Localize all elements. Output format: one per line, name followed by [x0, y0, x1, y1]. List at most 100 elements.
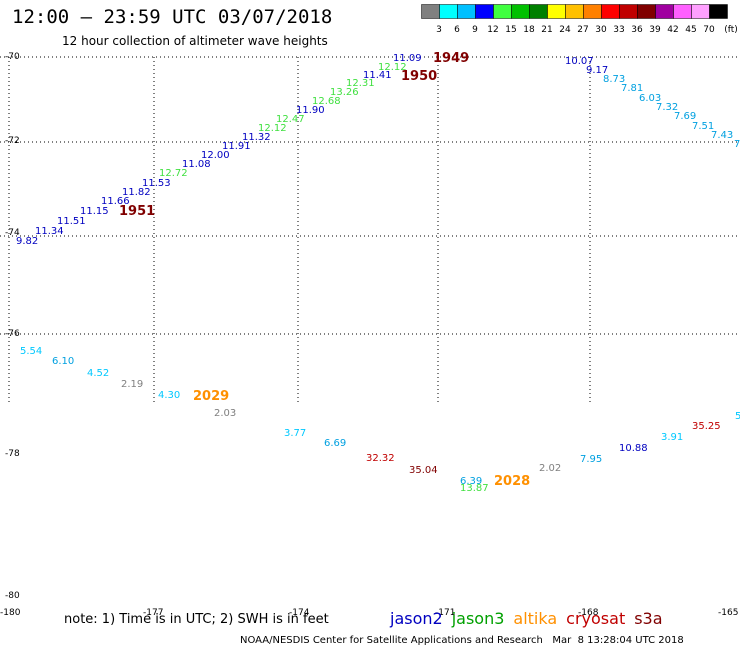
legend-swatch — [637, 4, 656, 19]
wave-height-label: 4.52 — [87, 368, 109, 379]
wave-height-label: 6.69 — [324, 438, 346, 449]
legend-label: 30 — [595, 25, 607, 35]
wave-height-label: 32.32 — [366, 453, 395, 464]
wave-height-label: 35.04 — [409, 465, 438, 476]
page-title: 12:00 – 23:59 UTC 03/07/2018 — [12, 6, 333, 28]
satellite-legend-item: s3a — [634, 609, 663, 628]
legend-label: 15 — [505, 25, 516, 35]
legend-swatch — [457, 4, 476, 19]
wave-height-label: 12.31 — [346, 78, 375, 89]
wave-height-label: 11.53 — [142, 178, 171, 189]
x-tick-label: -174 — [289, 608, 310, 618]
legend-swatch — [511, 4, 530, 19]
wave-height-label: 2.03 — [214, 408, 236, 419]
legend-swatch — [421, 4, 440, 19]
wave-height-label: 5 — [735, 411, 740, 422]
wave-height-label: 13.26 — [330, 87, 359, 98]
legend-label: (ft) — [724, 25, 737, 35]
wave-height-label: 7.43 — [711, 130, 733, 141]
wave-height-label: 7.69 — [674, 111, 696, 122]
wave-height-label: 10.88 — [619, 443, 648, 454]
time-label: 2028 — [494, 474, 530, 489]
legend-swatch — [565, 4, 584, 19]
legend-label: 24 — [559, 25, 571, 35]
x-tick-label: -165 — [718, 608, 739, 618]
time-label: 1949 — [433, 51, 469, 66]
wave-height-label: 3.77 — [284, 428, 306, 439]
legend-swatch — [583, 4, 602, 19]
wave-height-label: 12.00 — [201, 150, 230, 161]
wave-height-label: 11.41 — [363, 70, 392, 81]
credits-text: NOAA/NESDIS Center for Satellite Applica… — [240, 635, 684, 646]
wave-height-label: 11.32 — [242, 132, 271, 143]
wave-height-label: 7.81 — [621, 83, 643, 94]
legend-label: 33 — [613, 25, 624, 35]
legend-swatch — [601, 4, 620, 19]
legend-swatch — [673, 4, 692, 19]
legend-swatch — [547, 4, 566, 19]
wave-height-label: 11.91 — [222, 141, 251, 152]
legend-swatch — [691, 4, 710, 19]
legend-swatch — [619, 4, 638, 19]
legend-label: 45 — [685, 25, 696, 35]
wave-height-label: 7 — [734, 139, 740, 150]
time-label: 1950 — [401, 69, 437, 84]
wave-height-label: 7.32 — [656, 102, 678, 113]
y-tick-label: -70 — [5, 52, 20, 62]
wave-height-label: 11.82 — [122, 187, 151, 198]
wave-height-label: 9.17 — [586, 65, 608, 76]
legend-label: 39 — [649, 25, 661, 35]
satellite-legend-item: cryosat — [566, 609, 626, 628]
legend-label: 18 — [523, 25, 535, 35]
satellite-legend-item: jason3 — [451, 609, 505, 628]
y-tick-label: -80 — [5, 591, 20, 601]
legend-label: 12 — [487, 25, 498, 35]
time-label: 1951 — [119, 204, 155, 219]
wave-height-label: 11.51 — [57, 216, 86, 227]
wave-height-label: 9.82 — [16, 236, 38, 247]
legend-swatch — [655, 4, 674, 19]
wave-height-label: 12.72 — [159, 168, 188, 179]
x-tick-label: -171 — [435, 608, 456, 618]
satellite-legend: jason2 jason3 altika cryosat s3a — [390, 609, 672, 628]
note-text: note: 1) Time is in UTC; 2) SWH is in fe… — [64, 612, 329, 627]
legend-swatch — [709, 4, 728, 19]
page-subtitle: 12 hour collection of altimeter wave hei… — [62, 34, 328, 48]
legend-label: 21 — [541, 25, 552, 35]
wave-height-label: 12.12 — [258, 123, 287, 134]
wave-height-label: 11.90 — [296, 105, 325, 116]
legend-swatch — [439, 4, 458, 19]
wave-height-label: 6.39 — [460, 476, 482, 487]
color-legend: 3 6 9 12 15 18 21 24 27 30 33 36 39 42 45 70 (ft) — [421, 4, 738, 42]
satellite-legend-item: jason2 — [390, 609, 443, 628]
y-tick-label: -76 — [5, 329, 20, 339]
wave-height-label: 12.47 — [276, 114, 305, 125]
wave-height-label: 11.09 — [393, 53, 422, 64]
wave-height-label: 2.02 — [539, 463, 561, 474]
y-tick-label: -72 — [5, 136, 20, 146]
wave-height-label: 10.07 — [565, 56, 594, 67]
wave-height-label: 3.91 — [661, 432, 683, 443]
legend-label: 36 — [631, 25, 643, 35]
wave-height-label: 11.15 — [80, 206, 109, 217]
legend-label: 42 — [667, 25, 678, 35]
x-tick-label: -177 — [143, 608, 164, 618]
wave-height-label: 11.08 — [182, 159, 211, 170]
x-tick-label: -168 — [578, 608, 599, 618]
x-tick-label: -180 — [0, 608, 21, 618]
wave-height-label: 2.19 — [121, 379, 143, 390]
wave-height-label: 11.34 — [35, 226, 64, 237]
legend-swatch — [475, 4, 494, 19]
legend-label: 27 — [577, 25, 588, 35]
satellite-legend-item: altika — [513, 609, 558, 628]
legend-label: 9 — [472, 25, 478, 35]
wave-height-label: 13.87 — [460, 483, 489, 494]
wave-height-label: 6.10 — [52, 356, 74, 367]
wave-height-label: 7.95 — [580, 454, 602, 465]
legend-label: 70 — [703, 25, 715, 35]
wave-height-label: 6.03 — [639, 93, 661, 104]
wave-height-label: 12.12 — [378, 62, 407, 73]
wave-height-label: 35.25 — [692, 421, 721, 432]
legend-label: 6 — [454, 25, 460, 35]
